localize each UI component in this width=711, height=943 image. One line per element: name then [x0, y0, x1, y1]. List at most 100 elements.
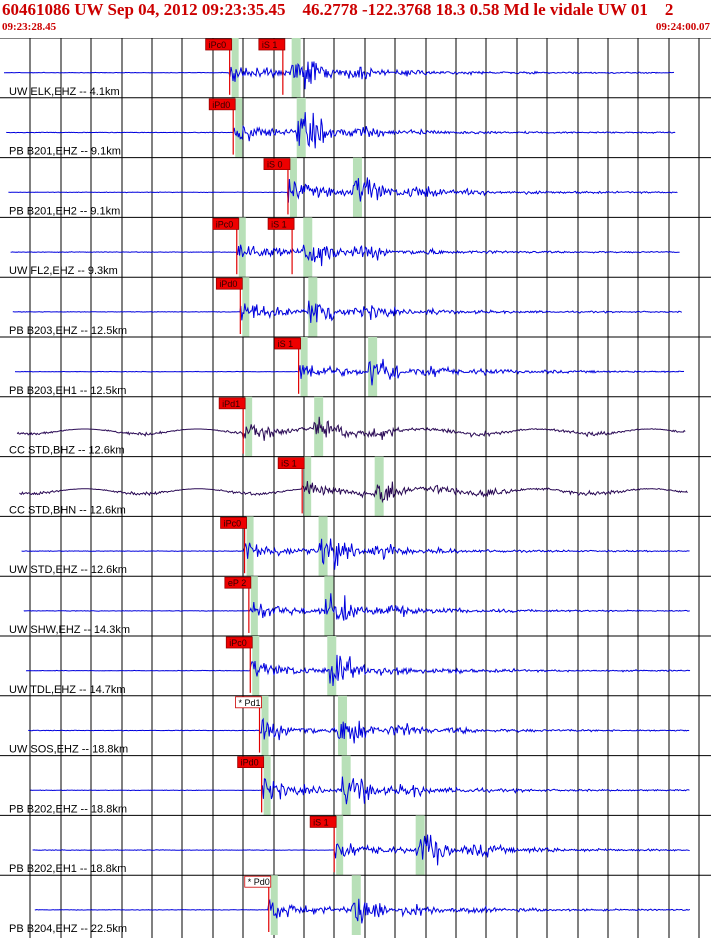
s-window: [324, 576, 334, 636]
trace-panel[interactable]: iS 0 PB B201,EH2 -- 9.1km: [0, 157, 711, 218]
waveform: [12, 300, 683, 323]
pick-flag[interactable]: [309, 816, 337, 828]
s-window: [318, 516, 328, 577]
pick-flag[interactable]: [267, 217, 295, 230]
waveform: [8, 177, 678, 203]
waveform: [19, 480, 688, 504]
pick-flag[interactable]: [244, 875, 272, 888]
pick-flag[interactable]: [218, 397, 246, 410]
pick-label: iPd0: [219, 279, 237, 289]
p-window: [289, 157, 297, 218]
pick-flag[interactable]: [277, 457, 305, 470]
pick-flag[interactable]: [263, 158, 291, 170]
s-window: [296, 97, 306, 158]
station-label: PB B202,EHZ -- 18.8km: [9, 803, 127, 815]
trace-panel[interactable]: iS 1 PB B203,EH1 -- 12.5km: [0, 336, 711, 397]
p-window: [238, 217, 246, 278]
station-label: UW ELK,EHZ -- 4.1km: [9, 86, 120, 98]
trace-panel[interactable]: iPc0 UW TDL,EHZ -- 14.7km: [0, 635, 711, 696]
trace-panel[interactable]: iPd0 PB B202,EHZ -- 18.8km: [0, 755, 711, 816]
trace-panel[interactable]: * Pd1 UW SOS,EHZ -- 18.8km: [0, 695, 711, 756]
pick-flag[interactable]: [205, 38, 233, 51]
pick-label: iS 1: [271, 219, 287, 229]
waveform: [6, 112, 676, 149]
station-label: UW SOS,EHZ -- 18.8km: [9, 744, 128, 756]
pick-label: iPd0: [241, 758, 259, 768]
s-window: [303, 217, 313, 278]
pick-flag[interactable]: [258, 38, 286, 51]
s-window: [368, 337, 378, 397]
trace-panel[interactable]: iS 1 PB B202,EH1 -- 18.8km: [0, 814, 711, 876]
station-label: UW TDL,EHZ -- 14.7km: [9, 684, 126, 696]
event-title: 60461086 UW Sep 04, 2012 09:23:35.45 46.…: [2, 0, 674, 19]
trace-panel[interactable]: iPc0 iS 1 UW FL2,EHZ -- 9.3km: [0, 216, 711, 278]
trace-panel[interactable]: iPd1 CC STD,BHZ -- 12.6km: [0, 396, 711, 457]
waveform: [10, 244, 680, 267]
pick-label: iS 1: [262, 40, 278, 50]
trace-panel[interactable]: iPc0 iS 1 UW ELK,EHZ -- 4.1km: [0, 37, 711, 98]
station-label: PB B201,EHZ -- 9.1km: [9, 146, 121, 158]
s-window: [341, 755, 351, 816]
end-time-label: 09:24:00.07: [655, 21, 710, 33]
pick-label: iS 0: [267, 160, 283, 170]
station-label: UW SHW,EHZ -- 14.3km: [9, 624, 130, 636]
trace-panel[interactable]: iS 1 CC STD,BHN -- 12.6km: [0, 456, 711, 517]
pick-flag[interactable]: [224, 576, 252, 589]
seismogram-panel[interactable]: iPc0 iS 1 UW ELK,EHZ -- 4.1km iPd0 PB B201,E…: [0, 37, 711, 938]
start-time-label: 09:23:28.45: [2, 21, 57, 33]
trace-panel[interactable]: iPd0 PB B203,EHZ -- 12.5km: [0, 276, 711, 337]
pick-label: iPc0: [209, 40, 227, 50]
waveform: [21, 538, 690, 570]
pick-flag[interactable]: [237, 756, 265, 768]
pick-flag[interactable]: [225, 636, 253, 649]
pick-label: iS 1: [313, 817, 329, 827]
station-label: PB B201,EH2 -- 9.1km: [9, 205, 120, 217]
station-label: PB B204,EHZ -- 22.5km: [9, 923, 127, 935]
pick-flag[interactable]: [208, 98, 236, 111]
pick-flag[interactable]: [220, 516, 247, 529]
station-label: PB B203,EHZ -- 12.5km: [9, 325, 127, 337]
pick-flag[interactable]: [215, 277, 243, 290]
pick-flag[interactable]: [212, 217, 240, 230]
pick-label: iS 1: [281, 459, 297, 469]
p-window: [235, 97, 243, 158]
pick-label: iPc0: [224, 518, 242, 528]
p-window: [245, 396, 253, 457]
station-label: PB B203,EH1 -- 12.5km: [9, 385, 126, 397]
pick-label: iS 1: [278, 339, 294, 349]
pick-label: iPc0: [229, 638, 247, 648]
station-label: CC STD,BHZ -- 12.6km: [9, 445, 125, 457]
header-bar: 60461086 UW Sep 04, 2012 09:23:35.45 46.…: [0, 0, 711, 38]
trace-panel[interactable]: iPd0 PB B201,EHZ -- 9.1km: [0, 97, 711, 158]
waveform: [14, 358, 685, 386]
s-window: [308, 277, 318, 337]
p-window: [231, 38, 239, 98]
pick-label: iPc0: [216, 219, 234, 229]
trace-panel[interactable]: iPc0 UW STD,EHZ -- 12.6km: [0, 515, 711, 577]
p-window: [300, 337, 308, 397]
pick-flag[interactable]: [274, 337, 302, 350]
waveform: [4, 61, 675, 90]
station-label: PB B202,EH1 -- 18.8km: [9, 863, 126, 875]
waveform: [34, 898, 691, 924]
pick-label: * Pd0: [248, 877, 270, 887]
pick-label: iPd0: [212, 100, 230, 110]
waveform: [28, 717, 690, 744]
s-window: [351, 875, 361, 935]
p-window: [336, 815, 344, 876]
waveform: [16, 416, 686, 441]
trace-panel[interactable]: eP 2 UW SHW,EHZ -- 14.3km: [0, 575, 711, 636]
waveform: [25, 654, 691, 687]
pick-flag[interactable]: [235, 696, 262, 709]
trace-panel[interactable]: * Pd0 PB B204,EHZ -- 22.5km: [0, 874, 711, 935]
p-window: [261, 695, 269, 756]
station-label: CC STD,BHN -- 12.6km: [9, 504, 126, 516]
waveform: [30, 776, 690, 805]
s-window: [327, 636, 337, 696]
p-window: [270, 875, 278, 935]
waveform: [23, 593, 690, 621]
pick-label: * Pd1: [239, 698, 261, 708]
pick-label: eP 2: [228, 578, 246, 588]
seismogram-canvas[interactable]: iPc0 iS 1 UW ELK,EHZ -- 4.1km iPd0 PB B201,E…: [0, 37, 711, 938]
station-label: UW STD,EHZ -- 12.6km: [9, 564, 127, 576]
